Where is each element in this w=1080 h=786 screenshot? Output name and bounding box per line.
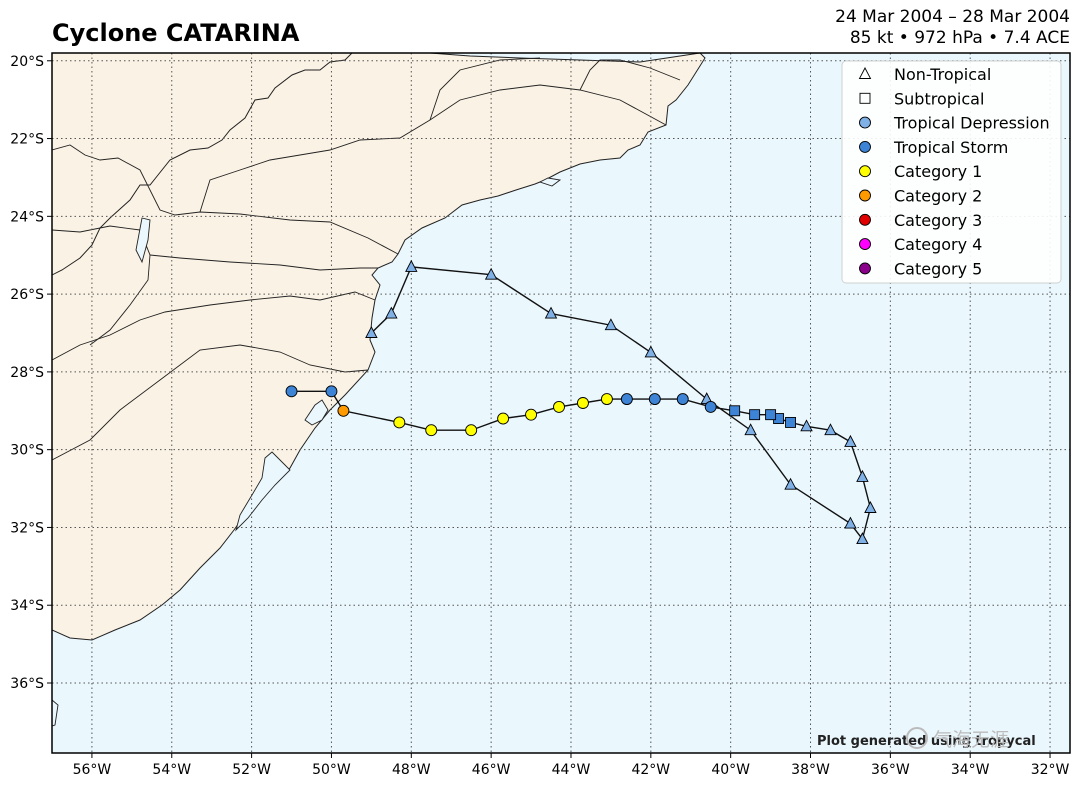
track-point-c1 bbox=[577, 397, 589, 409]
track-point-nt bbox=[844, 434, 857, 447]
legend-label: Tropical Depression bbox=[893, 114, 1050, 133]
track-point-ts bbox=[676, 393, 689, 406]
storm-title: Cyclone CATARINA bbox=[52, 19, 300, 47]
track-point-nt bbox=[800, 419, 813, 432]
x-tick-label: 36°W bbox=[871, 762, 910, 778]
track-point-nt bbox=[644, 345, 658, 358]
track-point-nt bbox=[784, 477, 797, 490]
legend-marker-ts bbox=[859, 140, 871, 153]
x-tick-label: 32°W bbox=[1031, 762, 1070, 778]
legend-label: Category 4 bbox=[894, 235, 982, 254]
legend-marker-c4 bbox=[859, 238, 871, 251]
graticule-grid bbox=[52, 53, 1070, 753]
y-tick-label: 34°S bbox=[10, 598, 44, 614]
track-point-c1 bbox=[525, 408, 538, 421]
track-point-nt bbox=[365, 326, 378, 338]
track-point-c1 bbox=[553, 400, 565, 413]
coastal-lagoons bbox=[52, 177, 562, 727]
legend: Non-Tropical Subtropical Tropical Depressi… bbox=[841, 60, 1062, 284]
wechat-icon bbox=[906, 727, 928, 749]
legend-marker-c2 bbox=[859, 189, 871, 202]
legend-marker-td bbox=[859, 116, 871, 129]
track-point-nt bbox=[544, 306, 558, 319]
track-point-nt bbox=[405, 259, 418, 272]
watermark: 气海无涯 bbox=[906, 727, 1009, 751]
political-borders bbox=[52, 57, 681, 461]
track-point-ts bbox=[648, 393, 661, 406]
track-point-nt bbox=[604, 318, 618, 331]
y-tick-label: 22°S bbox=[10, 132, 44, 148]
x-tick-label: 38°W bbox=[791, 762, 830, 778]
legend-label: Non-Tropical bbox=[894, 65, 991, 84]
track-point-c2 bbox=[337, 404, 350, 417]
x-tick-label: 42°W bbox=[631, 762, 670, 778]
legend-marker-c1 bbox=[859, 165, 871, 178]
track-point-nt bbox=[856, 469, 869, 482]
track-point-nt bbox=[484, 267, 498, 280]
track-point-ss bbox=[729, 405, 741, 417]
track-point-c1 bbox=[425, 424, 438, 437]
legend-box bbox=[841, 60, 1062, 284]
track-point-ss bbox=[765, 409, 777, 421]
track-point-ts bbox=[704, 400, 717, 413]
legend-marker-c3 bbox=[859, 213, 871, 226]
x-tick-label: 52°W bbox=[232, 762, 271, 778]
x-tick-label: 50°W bbox=[312, 762, 351, 778]
y-tick-label: 28°S bbox=[10, 365, 44, 381]
y-tick-label: 32°S bbox=[10, 520, 44, 536]
legend-marker-c5 bbox=[859, 262, 871, 275]
track-point-nt bbox=[864, 501, 877, 513]
x-tick-label: 56°W bbox=[73, 762, 112, 778]
legend-label: Tropical Storm bbox=[893, 138, 1008, 157]
track-point-nt bbox=[385, 306, 398, 319]
legend-marker-nt bbox=[858, 67, 872, 79]
track-point-c1 bbox=[497, 412, 510, 425]
track-point-nt bbox=[744, 423, 757, 436]
track-point-nt bbox=[824, 423, 837, 436]
x-tick-label: 46°W bbox=[472, 762, 511, 778]
legend-label: Category 5 bbox=[894, 259, 982, 278]
legend-marker-ss bbox=[859, 92, 871, 104]
track-point-ts bbox=[325, 385, 338, 398]
track-point-c1 bbox=[600, 393, 613, 406]
x-tick-label: 48°W bbox=[392, 762, 431, 778]
y-tick-label: 24°S bbox=[10, 209, 44, 225]
storm-stats: 85 kt • 972 hPa • 7.4 ACE bbox=[849, 28, 1070, 48]
x-tick-label: 44°W bbox=[552, 762, 591, 778]
track-point-ss bbox=[749, 409, 761, 421]
track-point-nt bbox=[856, 532, 869, 545]
track-point-ss bbox=[785, 416, 796, 428]
y-tick-label: 30°S bbox=[10, 443, 44, 459]
legend-label: Category 1 bbox=[894, 162, 982, 181]
storm-dates: 24 Mar 2004 – 28 Mar 2004 bbox=[835, 7, 1070, 27]
y-tick-label: 26°S bbox=[10, 287, 44, 303]
track-point-ts bbox=[285, 385, 298, 398]
y-axis-ticks: 20°S 22°S 24°S 26°S 28°S 30°S 32°S 34°S 36°S bbox=[10, 54, 52, 692]
storm-track bbox=[285, 259, 877, 545]
track-point-c1 bbox=[465, 424, 478, 437]
track-point-ts bbox=[620, 393, 633, 406]
watermark-text: 气海无涯 bbox=[933, 729, 1009, 751]
x-axis-ticks: 56°W 54°W 52°W 50°W 48°W 46°W 44°W 42°W 40°W 38°W… bbox=[73, 753, 1070, 778]
x-tick-label: 34°W bbox=[951, 762, 990, 778]
legend-label: Category 3 bbox=[894, 211, 982, 230]
plot-frame bbox=[51, 52, 1071, 754]
x-tick-label: 40°W bbox=[711, 762, 750, 778]
legend-label: Subtropical bbox=[894, 89, 984, 108]
x-tick-label: 54°W bbox=[152, 762, 191, 778]
legend-label: Category 2 bbox=[894, 187, 982, 206]
track-point-c1 bbox=[393, 416, 406, 429]
y-tick-label: 36°S bbox=[10, 676, 44, 692]
y-tick-label: 20°S bbox=[10, 54, 44, 70]
track-point-nt bbox=[844, 516, 857, 529]
